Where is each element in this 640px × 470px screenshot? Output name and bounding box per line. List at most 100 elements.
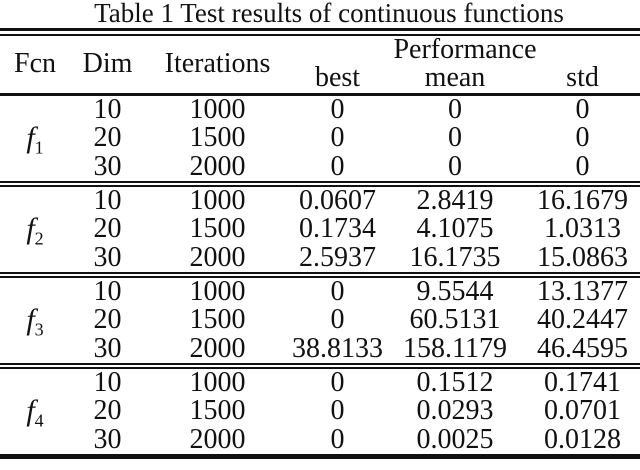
cell-std: 46.4595 — [537, 332, 629, 364]
cell-dim: 30 — [93, 423, 122, 455]
cell-std: 0.0128 — [544, 423, 622, 455]
cell-iterations: 1000 — [189, 366, 246, 398]
cell-std: 13.1377 — [537, 275, 629, 307]
header-std: std — [566, 62, 599, 94]
cell-iterations: 2000 — [189, 241, 246, 273]
cell-mean: 158.1179 — [403, 332, 507, 364]
cell-std: 0 — [575, 122, 590, 153]
cell-dim: 30 — [93, 332, 122, 364]
table-row: 30 2000 0 0 0 — [0, 150, 640, 184]
cell-iterations: 2000 — [189, 423, 246, 455]
top-rule-thick — [0, 28, 640, 31]
group-f2: f2 10 1000 0.0607 2.8419 16.1679 20 1500… — [0, 183, 640, 275]
cell-dim: 10 — [93, 366, 122, 398]
cell-iterations: 1000 — [189, 184, 246, 216]
group-f4: f4 10 1000 0 0.1512 0.1741 20 1500 0 0.0… — [0, 365, 640, 457]
cell-iterations: 1500 — [189, 395, 246, 426]
cell-dim: 10 — [93, 93, 122, 125]
cell-mean: 0 — [448, 93, 462, 125]
group-f3: f3 10 1000 0 9.5544 13.1377 20 1500 0 60… — [0, 274, 640, 366]
cell-std: 40.2447 — [537, 304, 629, 335]
fcn-subscript: 1 — [34, 137, 44, 158]
cell-mean: 4.1075 — [416, 213, 494, 244]
cell-iterations: 1500 — [189, 122, 246, 153]
cell-best: 0 — [330, 275, 345, 307]
fcn-symbol: f — [26, 121, 35, 154]
table-row: 20 1500 0.1734 4.1075 1.0313 — [0, 215, 640, 244]
cell-std: 0.1741 — [544, 366, 622, 398]
cell-std: 15.0863 — [537, 241, 629, 273]
cell-dim: 30 — [93, 150, 122, 182]
cell-iterations: 1500 — [189, 213, 246, 244]
cell-mean: 60.5131 — [409, 304, 501, 335]
table-row: 20 1500 0 60.5131 40.2447 — [0, 306, 640, 335]
fcn-label-f3: f3 — [0, 275, 70, 366]
top-rule-gap — [0, 31, 640, 34]
header-row-sub: best mean std — [0, 64, 640, 94]
header-dim: Dim — [82, 48, 133, 80]
fcn-label-f4: f4 — [0, 366, 70, 457]
cell-iterations: 2000 — [189, 150, 246, 182]
header-row-top: Fcn Dim Iterations Performance — [0, 34, 640, 78]
group-f1: f1 10 1000 0 0 0 20 1500 0 0 0 30 2000 0… — [0, 94, 640, 184]
cell-iterations: 1500 — [189, 304, 246, 335]
cell-dim: 10 — [93, 184, 122, 216]
fcn-subscript: 3 — [34, 319, 44, 340]
cell-dim: 20 — [93, 122, 122, 153]
table-header: Fcn Dim Iterations Performance best mean… — [0, 36, 640, 94]
header-iterations: Iterations — [164, 48, 271, 80]
header-best: best — [314, 62, 361, 94]
cell-best: 38.8133 — [292, 332, 383, 364]
cell-std: 1.0313 — [544, 213, 622, 244]
cell-best: 0 — [330, 366, 345, 398]
cell-dim: 10 — [93, 275, 122, 307]
cell-mean: 0.0025 — [416, 423, 494, 455]
cell-best: 0.1734 — [299, 213, 376, 244]
table-row: 20 1500 0 0.0293 0.0701 — [0, 397, 640, 426]
cell-mean: 0.1512 — [416, 366, 494, 398]
cell-mean: 16.1735 — [409, 241, 501, 273]
table-row: 30 2000 2.5937 16.1735 15.0863 — [0, 241, 640, 275]
cell-dim: 30 — [93, 241, 122, 273]
table-row: f1 10 1000 0 0 0 — [0, 93, 640, 156]
cell-best: 2.5937 — [299, 241, 376, 273]
cell-std: 0 — [575, 150, 590, 182]
table-row: f4 10 1000 0 0.1512 0.1741 — [0, 366, 640, 430]
cell-iterations: 1000 — [189, 275, 246, 307]
cell-mean: 0 — [448, 122, 462, 153]
cell-mean: 0 — [448, 150, 462, 182]
fcn-symbol: f — [26, 394, 35, 427]
fcn-label-f1: f1 — [0, 94, 70, 184]
fcn-symbol: f — [26, 303, 35, 336]
table-title: Table 1 Test results of continuous funct… — [94, 0, 564, 28]
top-rule-thin — [0, 34, 640, 36]
cell-iterations: 2000 — [189, 332, 246, 364]
cell-dim: 20 — [93, 213, 122, 244]
table-row: f2 10 1000 0.0607 2.8419 16.1679 — [0, 184, 640, 248]
cell-best: 0 — [330, 93, 345, 125]
table-row: 30 2000 0 0.0025 0.0128 — [0, 423, 640, 457]
cell-mean: 9.5544 — [416, 275, 494, 307]
cell-mean: 0.0293 — [416, 395, 494, 426]
cell-best: 0 — [330, 122, 345, 153]
fcn-subscript: 4 — [34, 410, 44, 431]
cell-best: 0 — [330, 150, 345, 182]
cell-std: 0.0701 — [544, 395, 622, 426]
cell-best: 0 — [330, 395, 345, 426]
header-fcn: Fcn — [14, 48, 56, 80]
cell-best: 0 — [330, 423, 345, 455]
results-table: Fcn Dim Iterations Performance best mean… — [0, 36, 640, 459]
cell-dim: 20 — [93, 395, 122, 426]
cell-mean: 2.8419 — [416, 184, 494, 216]
cell-dim: 20 — [93, 304, 122, 335]
table-row: 20 1500 0 0 0 — [0, 124, 640, 153]
header-performance: Performance — [393, 34, 537, 65]
cell-std: 16.1679 — [537, 184, 629, 216]
cell-iterations: 1000 — [189, 93, 246, 125]
cell-best: 0 — [330, 304, 345, 335]
fcn-symbol: f — [26, 212, 35, 245]
cell-std: 0 — [575, 93, 590, 125]
table-row: f3 10 1000 0 9.5544 13.1377 — [0, 275, 640, 339]
table-row: 30 2000 38.8133 158.1179 46.4595 — [0, 332, 640, 366]
